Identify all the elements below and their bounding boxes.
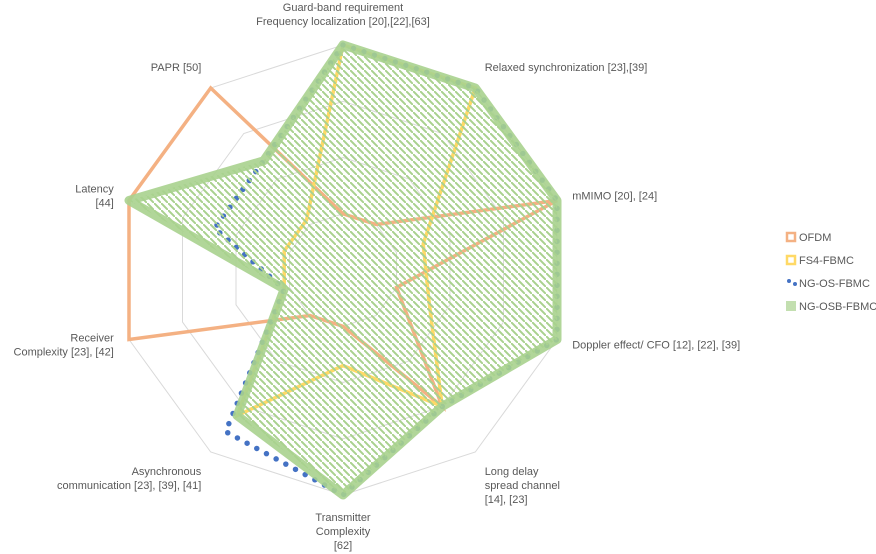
axis-label-line: Complexity — [316, 526, 371, 538]
axis-label: Doppler effect/ CFO [12], [22], [39] — [572, 340, 740, 352]
legend: OFDM FS4-FBMC NG-OS-FBMC NG-OSB-FBMC — [785, 231, 876, 313]
legend-marker — [786, 301, 796, 311]
legend-item-ng-os-fbmc: NG-OS-FBMC — [787, 278, 870, 290]
legend-label: FS4-FBMC — [799, 255, 854, 267]
series-ng-osb-fbmc — [124, 40, 562, 500]
legend-label: NG-OS-FBMC — [799, 278, 870, 290]
axis-label-line: spread channel — [485, 480, 560, 492]
axis-labels: Guard-band requirement Frequency localiza… — [14, 2, 741, 552]
axis-label: Asynchronous communication [23], [39], [4… — [57, 466, 202, 492]
axis-label-line: [14], [23] — [485, 494, 528, 506]
legend-label: NG-OSB-FBMC — [799, 301, 876, 313]
legend-marker — [785, 231, 797, 243]
axis-label: mMIMO [20], [24] — [572, 191, 657, 203]
legend-label: OFDM — [799, 232, 831, 244]
axis-label: Latency [44] — [75, 184, 114, 210]
legend-marker — [787, 279, 791, 283]
legend-item-ng-osb-fbmc: NG-OSB-FBMC — [786, 301, 876, 313]
axis-label: Guard-band requirement Frequency localiza… — [256, 2, 430, 28]
axis-label-line: [62] — [334, 540, 352, 552]
axis-label: Transmitter Complexity [62] — [315, 512, 371, 552]
axis-label-line: Relaxed synchronization [23],[39] — [485, 62, 648, 74]
legend-marker — [785, 254, 797, 266]
axis-label-line: Asynchronous — [132, 466, 202, 478]
axis-label-line: [44] — [95, 198, 113, 210]
axis-label-line: Transmitter — [315, 512, 371, 524]
legend-item-fs4-fbmc: FS4-FBMC — [785, 254, 854, 267]
axis-label-line: Latency — [75, 184, 114, 196]
legend-item-ofdm: OFDM — [785, 231, 831, 244]
series-layer — [124, 40, 562, 500]
axis-label-line: communication [23], [39], [41] — [57, 480, 201, 492]
axis-label-line: Long delay — [485, 466, 539, 478]
axis-label-line: mMIMO [20], [24] — [572, 191, 657, 203]
axis-label-line: PAPR [50] — [151, 62, 202, 74]
axis-label-line: Complexity [23], [42] — [14, 347, 114, 359]
axis-label-line: Doppler effect/ CFO [12], [22], [39] — [572, 340, 740, 352]
axis-label: Long delay spread channel [14], [23] — [485, 466, 560, 506]
axis-label-line: Receiver — [70, 333, 114, 345]
legend-marker — [793, 282, 797, 286]
axis-label-line: Frequency localization [20],[22],[63] — [256, 16, 430, 28]
axis-label: Relaxed synchronization [23],[39] — [485, 62, 648, 74]
series-line — [124, 40, 562, 500]
axis-label-line: Guard-band requirement — [283, 2, 403, 14]
axis-label: PAPR [50] — [151, 62, 202, 74]
series-fill — [129, 45, 557, 495]
axis-label: Receiver Complexity [23], [42] — [14, 333, 115, 359]
